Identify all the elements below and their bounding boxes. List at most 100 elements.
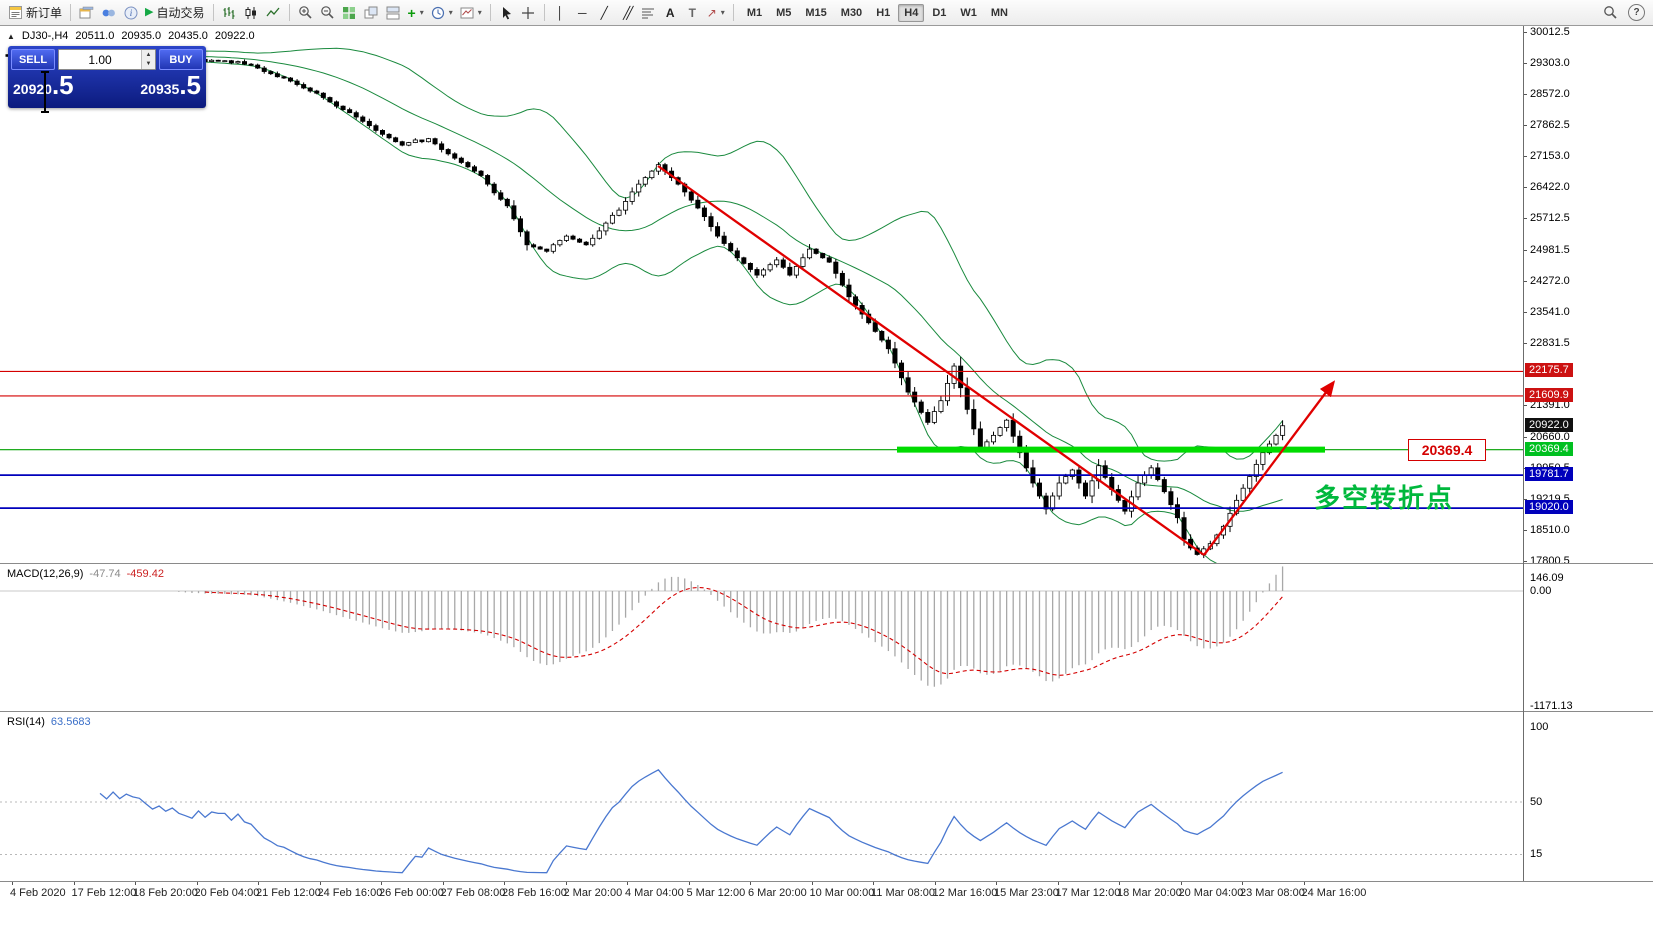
macd-axis-tick: 146.09: [1530, 572, 1564, 584]
channel-tool-button[interactable]: ╱╱: [616, 3, 637, 23]
timeframe-m5[interactable]: M5: [770, 4, 797, 22]
bar-chart-type-button[interactable]: [219, 3, 240, 23]
periods-button[interactable]: ▾: [428, 3, 456, 23]
candle-body: [517, 218, 523, 233]
candle-body: [1240, 487, 1246, 501]
vertical-line-tool-button[interactable]: │: [550, 3, 571, 23]
stepper-down-icon[interactable]: ▼: [142, 59, 155, 69]
main-chart-pane[interactable]: ▲ DJ30-,H4 20511.0 20935.0 20435.0 20922…: [0, 26, 1523, 563]
time-axis-tickmark: [627, 882, 628, 885]
rsi-value: 63.5683: [50, 716, 91, 728]
volume-stepper[interactable]: ▲ ▼: [141, 50, 155, 69]
time-axis-tickmark: [873, 882, 874, 885]
price-axis-tick: 27153.0: [1530, 150, 1570, 162]
timeframe-w1[interactable]: W1: [954, 4, 983, 22]
time-axis-label: 20 Mar 04:00: [1178, 887, 1244, 899]
candle-body: [340, 105, 346, 111]
candle-body: [879, 331, 885, 341]
candle-body: [577, 238, 583, 243]
candle-body: [327, 97, 333, 103]
buy-button[interactable]: BUY: [159, 49, 203, 70]
candle-body: [741, 257, 747, 264]
text-tool-button[interactable]: A: [660, 3, 681, 23]
trendline-tool-button[interactable]: ╱: [594, 3, 615, 23]
crosshair-button[interactable]: [518, 3, 539, 23]
pane-separator[interactable]: [0, 563, 1653, 564]
rsi-pane[interactable]: RSI(14) 63.5683: [0, 712, 1523, 881]
pane-separator[interactable]: [0, 711, 1653, 712]
timeframe-m15[interactable]: M15: [799, 4, 832, 22]
candle-body: [688, 191, 694, 201]
timeframe-d1[interactable]: D1: [926, 4, 952, 22]
candle-body: [320, 92, 326, 98]
time-axis-tickmark: [934, 882, 936, 885]
price-axis-tick: 29303.0: [1530, 57, 1570, 69]
candle-body: [787, 266, 793, 276]
candle-body: [301, 84, 307, 89]
time-axis-label: 10 Mar 00:00: [809, 887, 875, 899]
profiles-icon: [102, 9, 115, 16]
candle-body: [977, 428, 983, 449]
tile-windows-button[interactable]: [339, 3, 360, 23]
time-axis-label: 21 Feb 12:00: [256, 887, 321, 899]
stepper-up-icon[interactable]: ▲: [142, 50, 155, 60]
new-order-button[interactable]: 新订单: [5, 3, 65, 23]
data-window-button[interactable]: i: [120, 3, 141, 23]
cascade-windows-button[interactable]: [361, 3, 382, 23]
candle-body: [734, 250, 740, 259]
search-button[interactable]: [1600, 3, 1621, 23]
time-axis-tickmark: [442, 882, 444, 885]
arrows-tool-button[interactable]: ↗ ▾: [704, 3, 728, 23]
templates-button[interactable]: ▾: [457, 3, 485, 23]
timeframe-m30[interactable]: M30: [835, 4, 868, 22]
sell-price: 20920.5: [13, 72, 74, 102]
candlestick-icon: [245, 6, 256, 19]
candle-body: [1247, 476, 1253, 489]
macd-pane[interactable]: MACD(12,26,9) -47.74 -459.42: [0, 564, 1523, 711]
candle-body: [209, 59, 215, 62]
candle-body: [228, 60, 234, 64]
arrange-windows-button[interactable]: [383, 3, 404, 23]
bollinger-band-line: [132, 59, 1218, 563]
label-tool-button[interactable]: T: [682, 3, 703, 23]
volume-input[interactable]: [59, 50, 141, 69]
timeframe-m1[interactable]: M1: [741, 4, 768, 22]
help-button[interactable]: ?: [1625, 3, 1648, 23]
timeframe-h1[interactable]: H1: [870, 4, 896, 22]
candle-body: [747, 263, 753, 270]
candle-body: [1161, 479, 1167, 493]
zoom-out-button[interactable]: [317, 3, 338, 23]
cursor-button[interactable]: [496, 3, 517, 23]
horizontal-line-tool-button[interactable]: ─: [572, 3, 593, 23]
rsi-axis-tick: 50: [1530, 796, 1543, 808]
candlestick-chart-type-button[interactable]: [241, 3, 262, 23]
candle-body: [1010, 419, 1016, 437]
line-chart-type-button[interactable]: [263, 3, 284, 23]
time-axis-label: 24 Mar 16:00: [1301, 887, 1367, 899]
candle-body: [274, 73, 280, 78]
sell-button[interactable]: SELL: [11, 49, 55, 70]
candle-body: [649, 170, 655, 179]
zoom-in-button[interactable]: [295, 3, 316, 23]
toolbar-right-group: ?: [1600, 3, 1648, 23]
timeframe-mn[interactable]: MN: [985, 4, 1014, 22]
indicators-button[interactable]: + ▾: [405, 3, 427, 23]
support-price-label[interactable]: 20369.4: [1408, 439, 1486, 461]
time-axis-label: 17 Feb 12:00: [71, 887, 137, 899]
autotrading-button[interactable]: ▶ 自动交易: [142, 3, 207, 23]
candle-body: [1082, 482, 1088, 497]
timeframe-h4[interactable]: H4: [898, 3, 925, 22]
toolbar-separator: [288, 4, 290, 21]
fibonacci-tool-button[interactable]: [638, 3, 659, 23]
price-axis-tick: 25712.5: [1530, 212, 1570, 224]
candle-body: [780, 259, 786, 268]
time-axis-tickmark: [811, 882, 813, 885]
candle-body: [406, 142, 412, 146]
time-axis[interactable]: 4 Feb 2020 17 Feb 12:00 18 Feb 20:00 20 Feb…: [0, 882, 1653, 949]
profiles-button[interactable]: [98, 3, 119, 23]
candle-body: [511, 205, 517, 220]
macd-name: MACD(12,26,9): [7, 568, 84, 580]
charts-window-button[interactable]: [76, 3, 97, 23]
price-axis[interactable]: 30012.5 29303.0 28572.0 27862.5 27153.0 26422…: [1524, 26, 1653, 881]
